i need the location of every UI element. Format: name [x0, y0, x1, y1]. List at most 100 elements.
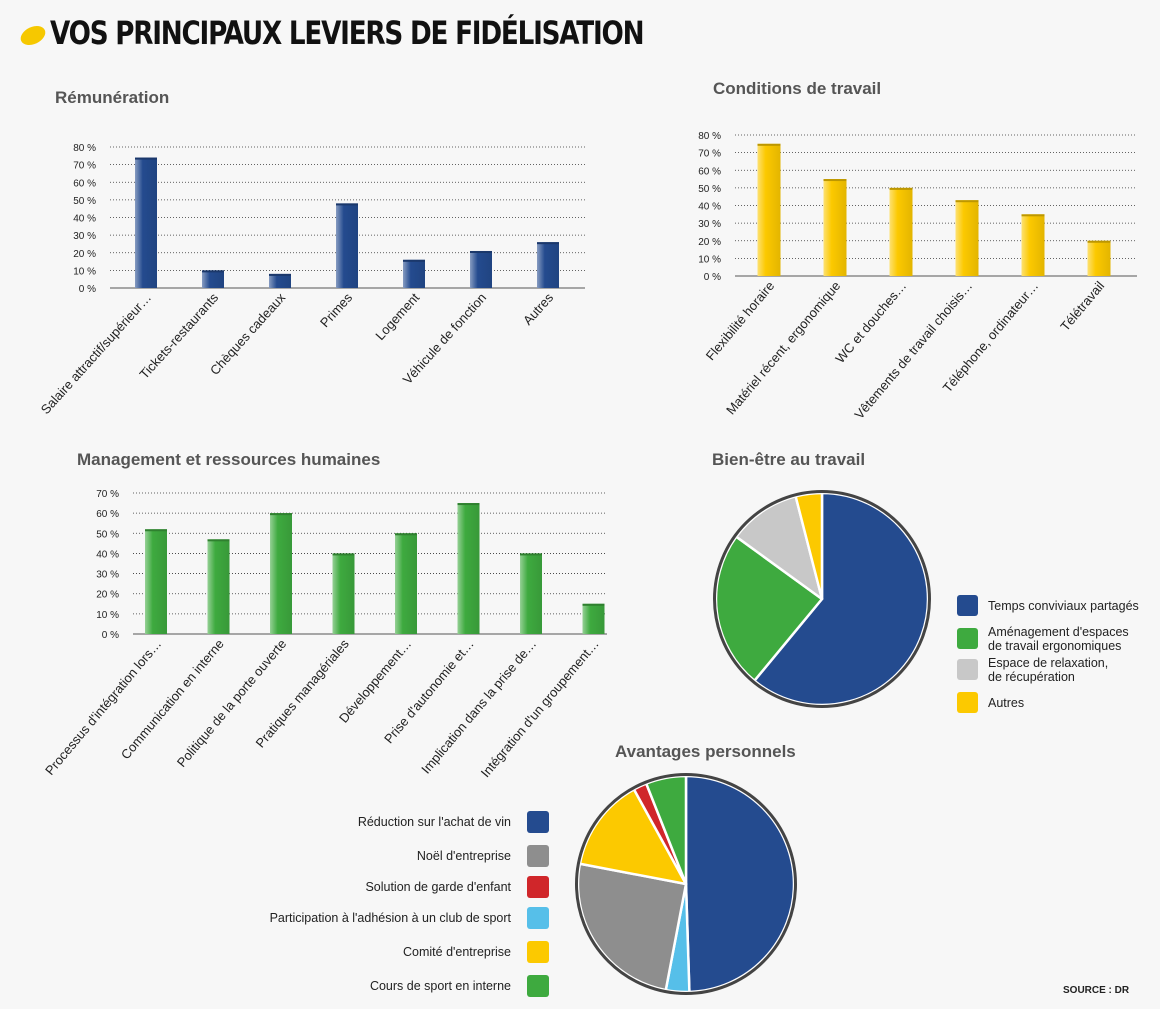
- bar-conditions-0: [757, 143, 781, 276]
- bar-conditions-4: [1021, 214, 1045, 276]
- category-label: Matériel récent, ergonomique: [723, 278, 843, 417]
- bar-remuneration-4: [403, 259, 425, 288]
- title-dot-icon: [17, 22, 49, 49]
- pie-border-avantages: [576, 774, 796, 994]
- pie-border-bienetre: [714, 491, 930, 707]
- bar-management-4: [395, 533, 417, 634]
- legend-label-avantages-1: Noël d'entreprise: [417, 849, 511, 863]
- legend-swatch-bienetre-2: [957, 659, 978, 680]
- legend-swatch-bienetre-3: [957, 692, 978, 713]
- bar-top-remuneration-2: [269, 273, 291, 276]
- legend-label-bienetre-3: Autres: [988, 696, 1024, 710]
- legend-label-avantages-0: Réduction sur l'achat de vin: [358, 815, 511, 829]
- chart-title-bienetre: Bien-être au travail: [712, 450, 866, 469]
- bar-top-remuneration-6: [537, 242, 559, 245]
- pie-slice-avantages-2: [576, 862, 688, 992]
- bar-top-conditions-2: [889, 187, 913, 190]
- y-tick-label: 50 %: [698, 184, 721, 195]
- legend-swatch-avantages-4: [527, 941, 549, 963]
- legend-swatch-avantages-5: [527, 975, 549, 997]
- y-tick-label: 0 %: [79, 284, 96, 295]
- y-tick-label: 70 %: [73, 161, 96, 172]
- bar-top-management-4: [395, 533, 417, 536]
- legend-swatch-bienetre-1: [957, 628, 978, 649]
- y-tick-label: 60 %: [96, 509, 119, 520]
- category-label: Politique de la porte ouverte: [174, 636, 290, 770]
- chart-remuneration: 0 % 10 % 20 % 30 % 40 % 50 % 60 % 70 % 80 % Salai…: [38, 143, 585, 417]
- y-tick-label: 60 %: [73, 178, 96, 189]
- bar-management-3: [332, 553, 355, 634]
- pie-slice-bienetre-0: [753, 491, 930, 707]
- y-tick-label: 0 %: [102, 630, 119, 641]
- y-tick-label: 30 %: [698, 219, 721, 230]
- y-tick-label: 50 %: [73, 196, 96, 207]
- y-tick-label: 10 %: [73, 266, 96, 277]
- chart-title-avantages: Avantages personnels: [615, 742, 796, 761]
- category-label: Autres: [520, 290, 557, 328]
- legend-label-avantages-5: Cours de sport en interne: [370, 979, 511, 993]
- y-tick-label: 80 %: [698, 131, 721, 142]
- category-label: Intégration d'un groupement…: [478, 636, 602, 780]
- y-tick-label: 20 %: [73, 249, 96, 260]
- bar-top-management-2: [270, 513, 292, 516]
- legend-swatch-avantages-0: [527, 811, 549, 833]
- legend-swatch-avantages-1: [527, 845, 549, 867]
- bar-remuneration-1: [202, 270, 224, 288]
- bar-management-7: [582, 603, 605, 634]
- bar-remuneration-2: [269, 273, 291, 288]
- pie-slice-bienetre-2: [734, 495, 824, 601]
- chart-conditions: 0 % 10 % 20 % 30 % 40 % 50 % 60 % 70 % 80 % Flexi…: [698, 131, 1137, 422]
- y-tick-label: 40 %: [698, 202, 721, 213]
- bar-top-conditions-0: [757, 143, 781, 146]
- y-tick-label: 50 %: [96, 529, 119, 540]
- pie-slice-avantages-5: [644, 774, 688, 886]
- bar-conditions-3: [955, 200, 979, 276]
- y-tick-label: 20 %: [698, 237, 721, 248]
- category-label: WC et douches…: [832, 278, 909, 366]
- y-tick-label: 60 %: [698, 166, 721, 177]
- y-tick-label: 70 %: [698, 149, 721, 160]
- bar-top-management-7: [582, 603, 605, 606]
- category-label: Communication en interne: [118, 636, 227, 762]
- bar-top-management-0: [145, 529, 167, 532]
- y-tick-label: 30 %: [73, 231, 96, 242]
- bar-management-6: [520, 553, 542, 634]
- bar-top-management-1: [207, 539, 230, 542]
- chart-title-remuneration: Rémunération: [55, 88, 170, 107]
- y-tick-label: 70 %: [96, 489, 119, 500]
- category-label: Salaire attractif/supérieur…: [38, 290, 155, 417]
- bar-remuneration-0: [135, 157, 157, 288]
- bar-management-1: [207, 539, 230, 634]
- y-tick-label: 10 %: [698, 254, 721, 265]
- pie-slice-bienetre-1: [714, 535, 824, 682]
- chart-management: 0 % 10 % 20 % 30 % 40 % 50 % 60 % 70 % Processus…: [42, 489, 607, 780]
- legend-label-bienetre-1: Aménagement d'espaces de travail ergonomi…: [988, 625, 1129, 653]
- y-tick-label: 40 %: [96, 549, 119, 560]
- bar-top-conditions-3: [955, 200, 979, 203]
- chart-title-management: Management et ressources humaines: [77, 450, 381, 469]
- category-label: Processus d'intégration lors…: [42, 636, 164, 778]
- category-label: Logement: [372, 290, 422, 343]
- legend-swatch-avantages-2: [527, 876, 549, 898]
- bar-top-management-5: [457, 503, 480, 506]
- chart-title-conditions: Conditions de travail: [713, 79, 882, 98]
- bar-remuneration-5: [470, 250, 492, 288]
- legend-label-avantages-2: Solution de garde d'enfant: [365, 880, 511, 894]
- bar-top-management-3: [332, 553, 355, 556]
- category-label: Flexibilité horaire: [703, 278, 778, 363]
- bar-top-conditions-5: [1087, 240, 1111, 243]
- bar-top-remuneration-1: [202, 270, 224, 273]
- pie-slice-avantages-3: [578, 788, 688, 886]
- category-label: Primes: [317, 290, 356, 330]
- bar-conditions-1: [823, 179, 847, 276]
- legend-label-avantages-4: Comité d'entreprise: [403, 945, 511, 959]
- y-tick-label: 0 %: [704, 272, 721, 283]
- bar-top-remuneration-5: [470, 250, 492, 253]
- legend-label-avantages-3: Participation à l'adhésion à un club de …: [270, 911, 512, 925]
- category-label: Implication dans la prise de…: [418, 636, 539, 776]
- y-tick-label: 80 %: [73, 143, 96, 154]
- bar-management-2: [270, 513, 292, 634]
- chart-avantages: Réduction sur l'achat de vin Noël d'entre…: [270, 773, 797, 997]
- bar-top-conditions-4: [1021, 214, 1045, 217]
- y-tick-label: 30 %: [96, 570, 119, 581]
